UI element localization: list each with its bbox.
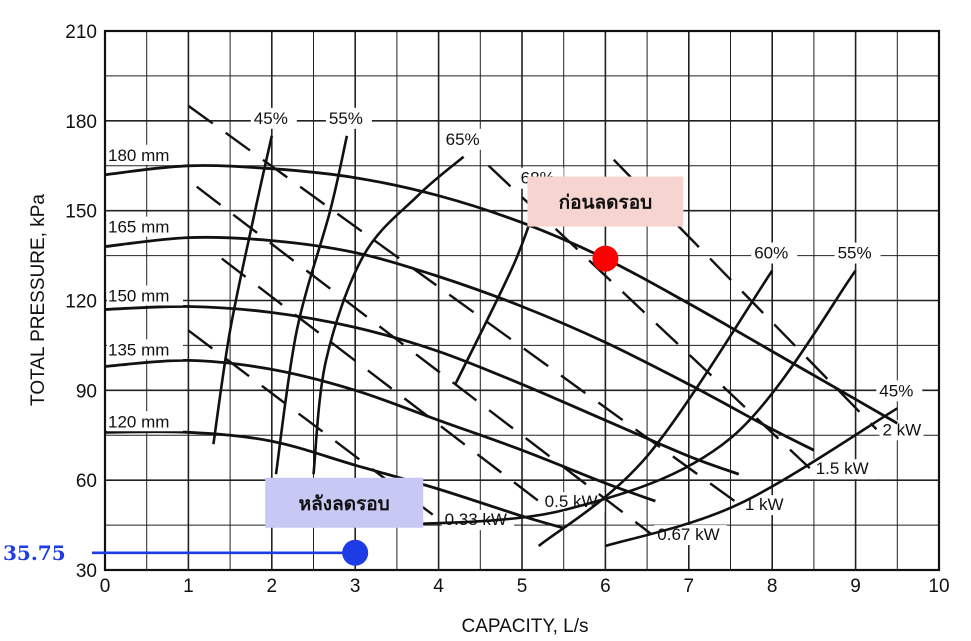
power-label-background bbox=[441, 510, 515, 531]
power-line-label: 1.5 kW bbox=[816, 459, 869, 478]
efficiency-curve bbox=[212, 135, 274, 445]
y-tick-label: 150 bbox=[65, 202, 97, 223]
power-line-label: 0.33 kW bbox=[445, 510, 507, 529]
power-label-background bbox=[654, 525, 727, 546]
x-tick-label: 1 bbox=[183, 576, 194, 597]
efficiency-label-background bbox=[325, 107, 372, 129]
efficiency-label: 55% bbox=[838, 244, 872, 263]
power-label-background bbox=[541, 492, 605, 513]
efficiency-label-background bbox=[442, 128, 489, 150]
impeller-curve bbox=[104, 430, 565, 530]
after-point bbox=[342, 539, 369, 566]
x-tick-label: 10 bbox=[928, 576, 949, 597]
impeller-curves: 180 mm 165 mm 150 mm 135 mm 120 mm bbox=[104, 144, 898, 530]
x-tick-labels: 0 1 2 3 4 5 6 7 8 9 10 bbox=[100, 576, 950, 597]
y-tick-label: 30 bbox=[76, 561, 97, 582]
y-tick-label: 90 bbox=[76, 381, 97, 402]
impeller-curve bbox=[104, 358, 656, 503]
impeller-label: 180 mm bbox=[108, 146, 169, 165]
efficiency-label: 55% bbox=[329, 109, 363, 128]
after-callout-box bbox=[265, 477, 424, 528]
before-callout-label: ก่อนลดรอบ bbox=[559, 192, 653, 214]
x-tick-label: 8 bbox=[767, 576, 778, 597]
y-tick-label: 180 bbox=[65, 112, 97, 133]
impeller-curve bbox=[104, 235, 815, 452]
x-tick-label: 3 bbox=[350, 576, 361, 597]
power-label-background bbox=[812, 459, 876, 480]
efficiency-label-background bbox=[751, 242, 798, 264]
efficiency-curve bbox=[537, 269, 774, 548]
plot-frame bbox=[103, 29, 941, 572]
y-tick-label: 60 bbox=[76, 471, 97, 492]
power-line bbox=[196, 185, 652, 536]
impeller-label-background bbox=[107, 144, 183, 165]
grid bbox=[103, 29, 941, 572]
efficiency-curve bbox=[605, 407, 898, 548]
impeller-label: 120 mm bbox=[108, 412, 169, 431]
power-label-background bbox=[879, 420, 924, 441]
impeller-curve bbox=[104, 164, 898, 425]
impeller-curve bbox=[104, 305, 740, 476]
efficiency-label-background bbox=[250, 107, 297, 129]
efficiency-curve bbox=[388, 269, 857, 527]
before-point bbox=[592, 245, 619, 272]
x-tick-label: 5 bbox=[517, 576, 528, 597]
power-line-label: 1 kW bbox=[745, 495, 784, 514]
impeller-label: 135 mm bbox=[108, 340, 169, 359]
efficiency-label-background bbox=[834, 242, 881, 264]
efficiency-curve bbox=[312, 155, 465, 475]
y-tick-label: 210 bbox=[65, 22, 97, 43]
before-callout-box bbox=[527, 176, 684, 227]
power-line-label: 0.67 kW bbox=[657, 525, 719, 544]
impeller-label: 150 mm bbox=[108, 286, 169, 305]
efficiency-label: 60% bbox=[754, 244, 788, 263]
impeller-label-background bbox=[107, 339, 183, 360]
impeller-label-background bbox=[107, 285, 183, 306]
impeller-label-background bbox=[107, 411, 183, 432]
x-tick-label: 4 bbox=[433, 576, 444, 597]
power-line-label: 2 kW bbox=[882, 420, 921, 439]
readout-value: 35.75 bbox=[3, 541, 66, 565]
y-tick-label: 120 bbox=[65, 292, 97, 313]
efficiency-label: 45% bbox=[879, 381, 913, 400]
power-label-background bbox=[741, 495, 786, 516]
x-tick-label: 2 bbox=[267, 576, 278, 597]
y-tick-labels: 30 60 90 120 150 180 210 bbox=[65, 22, 97, 582]
power-line bbox=[221, 257, 540, 503]
x-tick-label: 7 bbox=[684, 576, 695, 597]
impeller-label-background bbox=[107, 216, 183, 237]
impeller-label: 165 mm bbox=[108, 218, 169, 237]
after-callout-label: หลังลดรอบ bbox=[299, 493, 390, 515]
power-line-label: 0.5 kW bbox=[545, 492, 598, 511]
x-tick-label: 9 bbox=[850, 576, 861, 597]
x-tick-label: 6 bbox=[600, 576, 611, 597]
x-tick-label: 0 bbox=[100, 576, 111, 597]
efficiency-label: 65% bbox=[446, 130, 480, 149]
efficiency-label-background bbox=[876, 380, 923, 402]
y-axis-title: TOTAL PRESSURE, kPa bbox=[28, 194, 49, 406]
efficiency-label: 45% bbox=[254, 109, 288, 128]
x-axis-title: CAPACITY, L/s bbox=[461, 616, 588, 637]
